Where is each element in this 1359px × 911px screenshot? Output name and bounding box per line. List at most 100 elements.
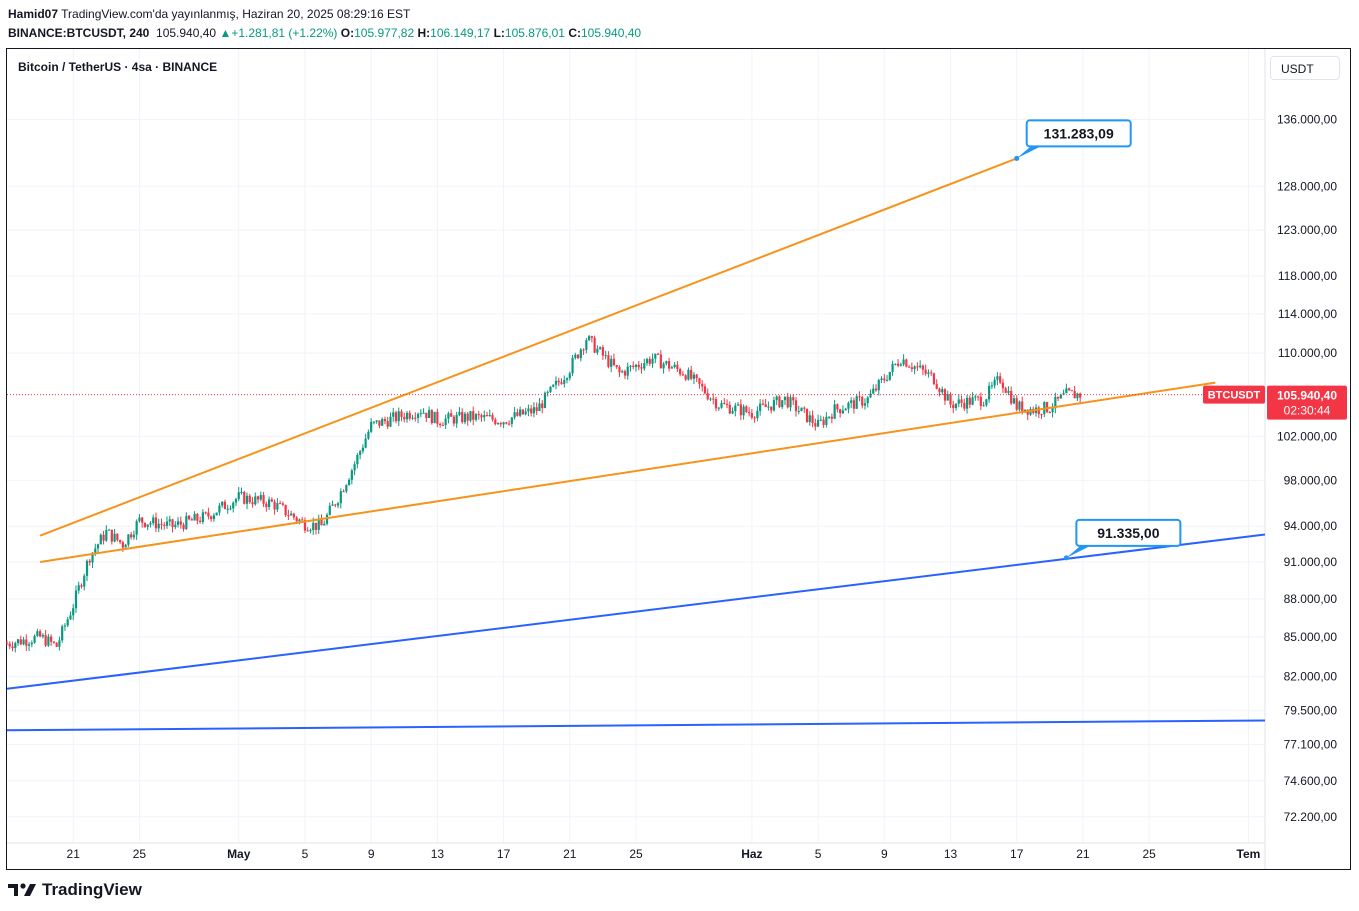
candle-body [665, 361, 668, 364]
candle-body [262, 495, 265, 504]
price-tick-label: 88.000,00 [1284, 592, 1338, 606]
candle-body [527, 408, 530, 412]
candle-body [759, 403, 762, 411]
candle-body [668, 361, 671, 369]
candle-body [229, 508, 232, 510]
candle-body [1021, 401, 1024, 413]
candle-body [185, 515, 188, 530]
candle-body [99, 534, 102, 545]
candle-body [281, 503, 284, 505]
trend-line[interactable] [39, 381, 1216, 563]
candle-body [16, 639, 20, 644]
price-axis[interactable]: 136.000,00 128.000,00 123.000,00 118.000,00… [1277, 113, 1337, 824]
candle-body [507, 423, 511, 425]
candle-body [833, 404, 836, 419]
candle-body [789, 397, 792, 408]
candle-body [874, 388, 878, 391]
candle-body [582, 349, 585, 351]
trend-lines[interactable] [6, 157, 1266, 732]
candle-body [455, 414, 458, 424]
candle-body [800, 407, 803, 412]
time-tick-label: 25 [629, 847, 643, 861]
price-tick-label: 136.000,00 [1277, 113, 1337, 127]
candle-body [135, 521, 138, 535]
last-price-tag-value: 105.940,40 [1277, 389, 1337, 403]
candle-body [924, 369, 927, 374]
last-price: 105.940,40 [156, 26, 217, 40]
candle-body [345, 485, 348, 492]
price-tick-label: 123.000,00 [1277, 223, 1337, 237]
candle-body [47, 636, 50, 646]
candle-body [72, 608, 75, 616]
candle-body [999, 376, 1002, 383]
candle-body [750, 413, 753, 418]
candle-body [963, 402, 966, 409]
tradingview-logo[interactable]: TradingView [8, 880, 142, 900]
candle-body [797, 411, 800, 413]
candle-body [1040, 414, 1043, 416]
candle-body [496, 423, 500, 425]
candle-body [1070, 390, 1073, 392]
candle-body [828, 416, 831, 418]
candle-body [138, 517, 141, 522]
price-tick-label: 114.000,00 [1278, 307, 1337, 321]
candle-body [234, 499, 238, 503]
candle-body [190, 519, 193, 521]
callout-box[interactable] [1025, 119, 1132, 148]
candle-body [163, 524, 166, 526]
candle-body [378, 420, 381, 426]
candle-body [643, 363, 646, 369]
candle-body [187, 515, 191, 520]
candle-body [770, 406, 773, 411]
trend-line[interactable] [6, 719, 1266, 732]
candle-body [309, 530, 312, 532]
candle-body [728, 404, 731, 414]
candle-body [342, 491, 345, 493]
candle-body [957, 399, 960, 404]
candle-body [877, 379, 880, 391]
candle-body [712, 398, 715, 400]
callout-box[interactable] [1075, 518, 1182, 547]
candle-body [83, 575, 86, 587]
published-text: TradingView.com'da yayınlanmış, Haziran … [61, 7, 411, 21]
time-tick-label: 21 [67, 847, 81, 861]
candle-body [883, 378, 886, 381]
candle-body [524, 411, 527, 415]
candle-body [30, 642, 33, 645]
time-tick-label: 13 [431, 847, 445, 861]
candle-body [565, 378, 569, 380]
time-tick-label: 17 [497, 847, 511, 861]
candle-body [94, 548, 97, 553]
candle-body [96, 544, 100, 549]
candle-body [919, 365, 922, 368]
price-tick-label: 102.000,00 [1277, 429, 1337, 443]
price-tick-label: 72.200,00 [1284, 810, 1338, 824]
candle-body [1051, 408, 1054, 413]
candle-body [601, 347, 604, 356]
currency-selector[interactable]: USDT [1270, 56, 1340, 80]
time-tick-label: 25 [1142, 847, 1156, 861]
candle-body [447, 413, 450, 419]
candle-body [720, 403, 723, 408]
time-tick-label: 5 [815, 847, 822, 861]
candle-body [792, 397, 795, 401]
candle-body [422, 412, 425, 414]
price-callouts[interactable]: 131.283,09 91.335,00 [1014, 119, 1182, 561]
candle-body [301, 519, 304, 521]
candle-body [588, 336, 591, 341]
candle-body [960, 399, 963, 403]
candle-body [1073, 390, 1076, 399]
candle-body [902, 359, 905, 365]
candle-body [232, 502, 235, 509]
candle-body [745, 406, 748, 412]
time-axis[interactable]: 21 25 May 5 9 13 17 21 25 Haz 5 9 13 17 21 25 Tem [67, 847, 1261, 861]
candle-body [463, 413, 467, 423]
trend-line[interactable] [39, 157, 1018, 537]
trend-line[interactable] [6, 533, 1266, 690]
candle-body [880, 378, 883, 380]
candle-body [861, 397, 864, 406]
candle-body [303, 520, 307, 531]
candle-body [852, 400, 856, 409]
candle-body [245, 495, 249, 504]
